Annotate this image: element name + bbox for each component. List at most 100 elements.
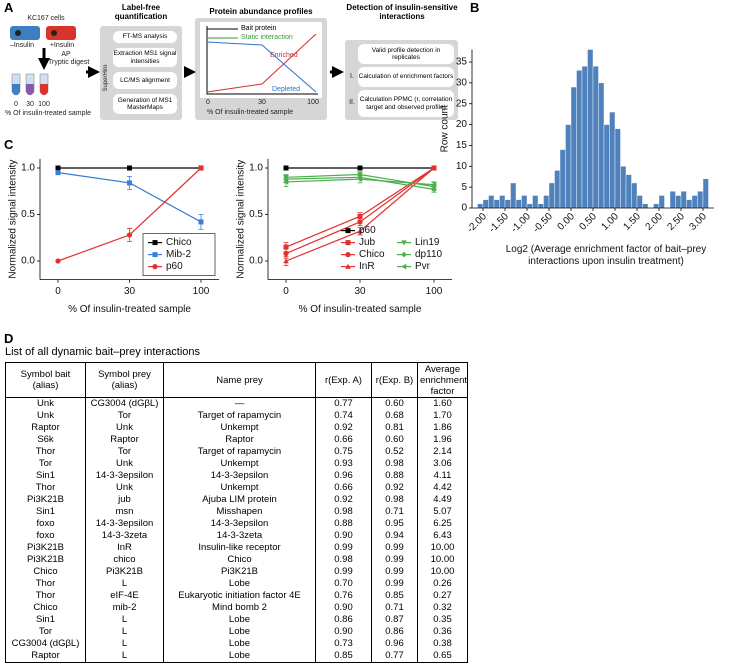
table-cell: 0.98 — [315, 554, 372, 566]
table-cell: L — [85, 578, 164, 590]
point — [198, 219, 204, 225]
table-cell: jub — [85, 494, 164, 506]
step-title: Label-free quantification — [114, 3, 168, 21]
step: LC/MS alignment — [113, 72, 177, 89]
table-cell: 0.77 — [371, 650, 418, 663]
series-line — [285, 167, 435, 248]
table-cell: L — [85, 638, 164, 650]
bar — [680, 191, 687, 209]
table-cell: 0.36 — [417, 626, 468, 638]
table-cell: 0.98 — [315, 506, 372, 518]
table-cell: 0.74 — [315, 410, 372, 422]
error-bar — [431, 186, 437, 193]
table-cell: 0.90 — [315, 602, 372, 614]
table-cell: 10.00 — [417, 542, 468, 554]
legend-label: Chico — [166, 237, 192, 248]
table-cell: Eukaryotic initiation factor 4E — [163, 590, 316, 602]
y-tick-label: 1.0 — [21, 163, 35, 174]
legend-label: Jub — [359, 237, 376, 248]
table-cell: Chico — [5, 602, 86, 614]
point — [283, 165, 289, 171]
bar — [510, 182, 517, 209]
bar — [565, 124, 572, 209]
legend-label: Chico — [359, 249, 385, 260]
table-cell: Unk — [85, 422, 164, 434]
table-row: CG3004 (dGβL) L Lobe 0.73 0.96 0.38 — [5, 638, 468, 650]
table-cell: 6.25 — [417, 518, 468, 530]
bar — [576, 70, 583, 209]
table-cell: 0.99 — [371, 554, 418, 566]
error-bar — [431, 166, 437, 170]
table-cell: 0.86 — [315, 614, 372, 626]
point — [357, 165, 363, 171]
table-cell: 0.26 — [417, 578, 468, 590]
table-title: List of all dynamic bait–prey interactio… — [5, 346, 201, 358]
error-bar — [55, 170, 61, 175]
table-cell: 0.70 — [315, 578, 372, 590]
table-cell: Unk — [85, 458, 164, 470]
point — [198, 165, 204, 171]
bar — [532, 195, 539, 209]
profile-tick: 30 — [258, 99, 266, 106]
table-row: foxo 14-3-3zeta 14-3-3zeta 0.90 0.94 6.43 — [5, 530, 468, 542]
table-cell: 0.90 — [315, 530, 372, 542]
table-row: Unk CG3004 (dGβL) —0.77 0.60 1.60 — [5, 397, 468, 410]
table-row: Sin1 msn Misshapen 0.98 0.71 5.07 — [5, 506, 468, 518]
panel-label: D — [4, 331, 14, 346]
table-cell: Lobe — [163, 638, 316, 650]
table-cell: 0.77 — [315, 397, 372, 410]
x-tick-label: 100 — [426, 286, 443, 297]
table-row: Pi3K21B InR Insulin-like receptor 0.99 0.99 1… — [5, 542, 468, 554]
bar — [697, 191, 704, 209]
table-cell: Target of rapamycin — [163, 446, 316, 458]
table-cell: L — [85, 650, 164, 663]
x-tick-label: -1.00 — [509, 211, 533, 235]
error-bar — [283, 166, 289, 170]
table-cell: 10.00 — [417, 554, 468, 566]
error-bar — [357, 171, 363, 178]
error-bar — [357, 212, 363, 221]
x-tick-label: 2.00 — [643, 211, 665, 233]
table-cell: 0.94 — [371, 530, 418, 542]
column-header: Symbol prey (alias) — [85, 362, 164, 398]
table-row: Tor L Lobe 0.90 0.86 0.36 — [5, 626, 468, 638]
bar — [636, 195, 643, 209]
table-cell: 0.35 — [417, 614, 468, 626]
x-tick-label: -1.50 — [487, 211, 511, 235]
table-cell: Sin1 — [5, 614, 86, 626]
x-tick-label: 0 — [55, 286, 61, 297]
axis-label: % Of insulin-treated sample — [5, 110, 91, 117]
error-bar — [357, 166, 363, 170]
series-line — [285, 176, 435, 190]
table-cell: 0.66 — [315, 434, 372, 446]
profile-tick: 0 — [206, 99, 210, 106]
legend-label: p60 — [166, 261, 183, 272]
table-cell: 0.92 — [371, 482, 418, 494]
error-bar — [357, 227, 363, 236]
error-bar — [127, 166, 132, 170]
table-cell: Insulin-like receptor — [163, 542, 316, 554]
error-bar — [431, 166, 437, 170]
table-cell: 1.60 — [417, 397, 468, 410]
x-axis-label: % Of insulin-treated sample — [299, 304, 422, 315]
table-cell: Lobe — [163, 626, 316, 638]
step-label: AP — [61, 51, 71, 58]
table-cell: Unkempt — [163, 458, 316, 470]
y-tick-label: 1.0 — [249, 163, 263, 174]
point — [55, 165, 61, 171]
table-cell: Raptor — [5, 422, 86, 434]
bar — [702, 178, 709, 209]
error-bar — [283, 176, 289, 187]
condition-label: +Insulin — [49, 42, 75, 49]
table-row: S6k Raptor Raptor 0.66 0.60 1.96 — [5, 434, 468, 446]
table-cell: 0.96 — [371, 638, 418, 650]
bar — [537, 203, 544, 209]
table-cell: 0.99 — [315, 566, 372, 578]
table-row: Chico mib-2 Mind bomb 2 0.90 0.71 0.32 — [5, 602, 468, 614]
column-header: Name prey — [163, 362, 316, 398]
table-cell: 5.07 — [417, 506, 468, 518]
point — [357, 174, 363, 181]
y-tick-label: 0.0 — [21, 256, 35, 267]
table-cell: Misshapen — [163, 506, 316, 518]
x-tick-label: 0.50 — [577, 211, 599, 233]
